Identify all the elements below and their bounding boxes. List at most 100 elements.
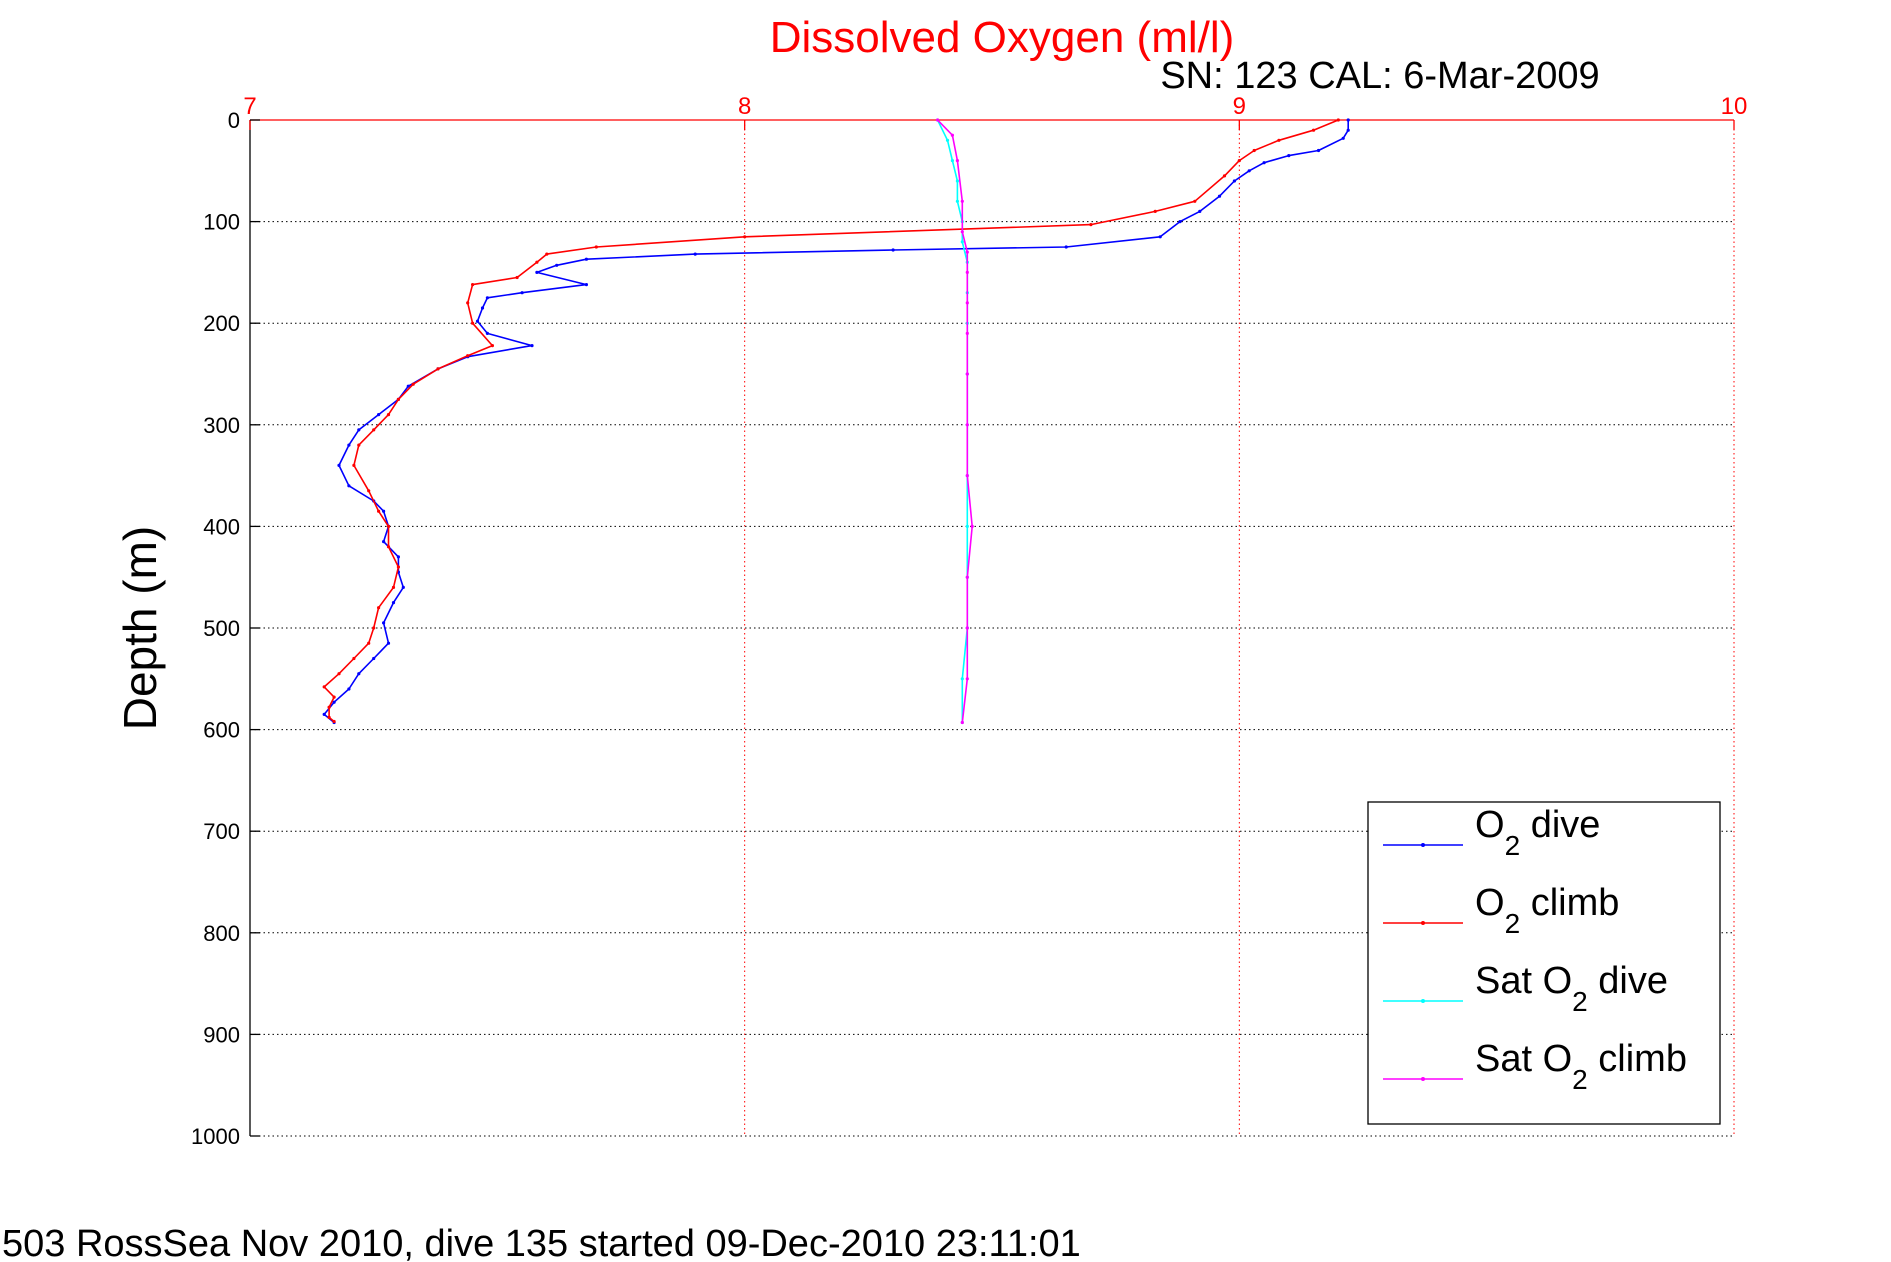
series-1-point-38 [332, 695, 336, 699]
y-tick-label-6: 600 [203, 718, 240, 743]
series-1-point-36 [337, 672, 341, 676]
series-1-point-4 [1237, 159, 1241, 163]
series-0-point-37 [382, 540, 386, 544]
series-1-point-10 [594, 245, 598, 249]
series-0-point-7 [1232, 179, 1236, 183]
chart-title: Dissolved Oxygen (ml/l) [770, 13, 1235, 62]
series-0-point-18 [584, 283, 589, 287]
series-0-point-45 [357, 672, 361, 676]
series-0-point-20 [485, 296, 489, 300]
series-2-point-1 [945, 138, 950, 142]
y-tick-label-9: 900 [203, 1022, 240, 1047]
series-line-0 [323, 120, 1349, 724]
series-0-point-35 [382, 509, 386, 513]
y-tick-label-8: 800 [203, 921, 240, 946]
series-3-point-7 [965, 301, 969, 305]
series-0-point-5 [1262, 161, 1266, 165]
series-lines [322, 118, 1350, 725]
x-tick-label-1: 8 [738, 93, 751, 120]
y-tick-label-1: 100 [203, 210, 240, 235]
series-1-point-27 [377, 509, 381, 513]
series-0-point-48 [322, 712, 326, 717]
y-tick-label-10: 1000 [191, 1124, 240, 1149]
series-1-point-25 [352, 463, 356, 467]
series-1-point-41 [332, 719, 336, 724]
chart-subtitle: SN: 123 CAL: 6-Mar-2009 [1160, 55, 1599, 97]
x-tick-label-2: 9 [1233, 93, 1246, 120]
series-0-point-40 [401, 585, 405, 590]
series-2-point-2 [950, 159, 955, 163]
legend-label-2: Sat O2 dive [1475, 960, 1668, 1017]
series-1-point-26 [367, 489, 371, 493]
series-3-point-14 [965, 626, 969, 630]
series-1-point-33 [372, 626, 376, 630]
series-0-point-23 [485, 331, 489, 335]
series-line-1 [323, 119, 1339, 723]
series-1-point-39 [327, 705, 331, 709]
y-tick-label-0: 0 [228, 108, 240, 133]
series-1-point-40 [327, 715, 331, 720]
series-0-point-42 [382, 621, 386, 625]
series-0-point-47 [332, 700, 336, 704]
y-tick-label-7: 700 [203, 819, 240, 844]
legend-label-1-subscript: 2 [1505, 908, 1521, 939]
y-tick-label-4: 400 [203, 514, 240, 539]
series-0-point-24 [530, 344, 534, 348]
legend-label-2-subscript: 2 [1572, 986, 1588, 1017]
series-0-point-31 [347, 443, 351, 447]
series-3-point-2 [955, 159, 960, 163]
series-3-point-12 [970, 524, 974, 529]
series-0-point-22 [475, 319, 480, 323]
series-1-point-0 [1336, 118, 1340, 122]
series-0-point-14 [693, 252, 697, 256]
series-0-point-8 [1217, 194, 1222, 198]
series-1-point-12 [535, 260, 539, 264]
series-1-point-8 [1089, 223, 1093, 227]
series-2-point-6 [960, 240, 964, 244]
series-0-point-33 [347, 484, 351, 488]
series-3-point-9 [965, 372, 969, 376]
y-tick-label-3: 300 [203, 413, 240, 438]
series-1-point-7 [1153, 209, 1157, 213]
series-1-point-20 [411, 382, 415, 386]
series-1-point-9 [743, 235, 747, 239]
series-0-point-27 [406, 384, 410, 388]
legend-label-0-subscript: 2 [1505, 830, 1521, 861]
series-3-point-8 [965, 331, 969, 335]
series-3-point-1 [950, 133, 955, 137]
series-3-point-0 [936, 118, 940, 122]
series-0-point-4 [1287, 154, 1291, 158]
series-1-point-31 [391, 585, 396, 590]
y-axis-label: Depth (m) [114, 526, 166, 730]
series-1-point-5 [1222, 174, 1227, 178]
series-0-point-12 [1064, 245, 1068, 249]
legend-label-3: Sat O2 climb [1475, 1038, 1687, 1095]
series-3-point-10 [965, 423, 969, 427]
y-tick-label-2: 200 [203, 311, 240, 336]
series-0-point-19 [520, 291, 524, 295]
series-0-point-17 [535, 270, 539, 274]
legend-marker-0 [1421, 843, 1425, 847]
series-3-point-13 [965, 575, 969, 579]
series-0-point-10 [1178, 220, 1182, 224]
series-1-point-37 [322, 685, 326, 689]
series-1-point-28 [386, 524, 391, 529]
series-1-point-32 [377, 606, 381, 610]
chart-footer: 503 RossSea Nov 2010, dive 135 started 0… [2, 1223, 1081, 1262]
series-1-point-29 [386, 545, 391, 549]
series-1-point-22 [386, 413, 391, 417]
legend-marker-1 [1421, 921, 1425, 925]
legend-box [1367, 801, 1721, 1125]
series-1-point-13 [515, 275, 519, 280]
series-3-point-16 [960, 720, 964, 725]
series-0-point-46 [347, 687, 351, 691]
series-0-point-15 [584, 257, 589, 261]
series-1-point-6 [1193, 199, 1197, 203]
series-1-point-15 [466, 301, 470, 305]
series-0-point-11 [1158, 235, 1162, 239]
series-0-point-21 [480, 306, 485, 310]
legend-label-3-subscript: 2 [1572, 1064, 1588, 1095]
series-1-point-35 [352, 656, 356, 661]
series-1-point-18 [466, 354, 470, 358]
